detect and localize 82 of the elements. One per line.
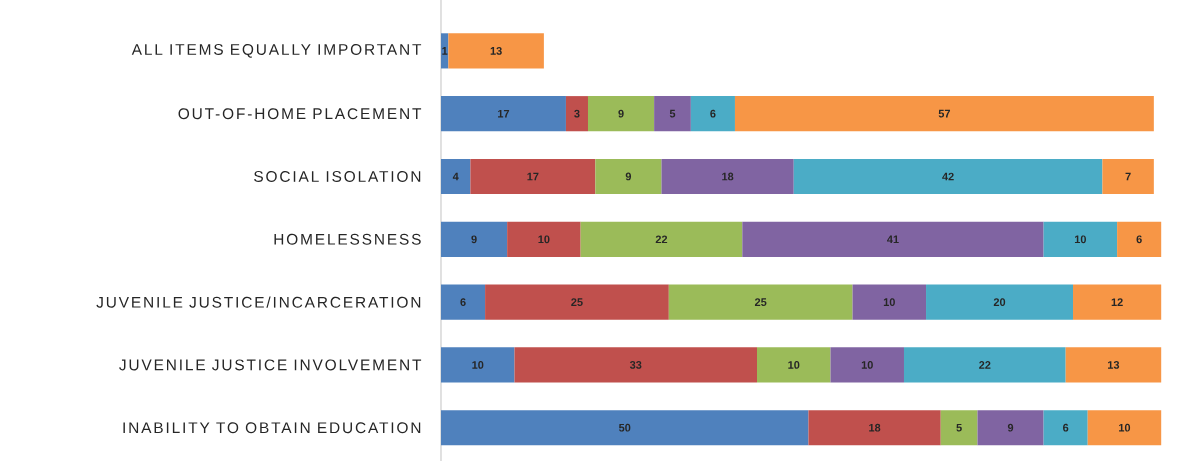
data-label: 13 — [490, 47, 502, 55]
bar — [514, 347, 757, 383]
data-label: 3 — [574, 109, 580, 118]
data-label: 57 — [938, 109, 951, 118]
bar — [690, 96, 735, 132]
data-label: 10 — [861, 361, 873, 369]
bar — [1117, 221, 1162, 257]
data-label: 25 — [754, 298, 767, 306]
data-label: 9 — [625, 172, 632, 181]
data-label: 6 — [1136, 235, 1142, 244]
bar — [441, 158, 471, 195]
y-tick-label: INABILITY TO OBTAIN EDUCATION — [123, 422, 421, 434]
bar — [808, 410, 941, 446]
y-tick-label: OUT-OF-HOME PLACEMENT — [178, 108, 422, 120]
bar — [1043, 221, 1118, 257]
data-label: 6 — [1063, 423, 1069, 432]
data-label: 1 — [442, 47, 448, 55]
bar — [507, 221, 581, 257]
data-label: 12 — [1111, 298, 1123, 306]
bar — [977, 410, 1044, 446]
bar — [441, 347, 515, 383]
y-tick-label: ALL ITEMS EQUALLY IMPORTANT — [131, 44, 422, 58]
data-label: 41 — [887, 235, 899, 244]
data-label: 9 — [1007, 423, 1014, 432]
bar — [668, 284, 853, 320]
data-label: 22 — [655, 235, 668, 244]
bar — [1087, 410, 1162, 446]
bar — [580, 221, 743, 257]
data-label: 13 — [1108, 361, 1120, 369]
bar — [734, 96, 1154, 132]
bar — [903, 347, 1066, 383]
data-label: 10 — [538, 235, 550, 244]
y-tick-label: HOMELESSNESS — [274, 233, 421, 245]
data-label: 10 — [883, 298, 895, 306]
bar — [595, 158, 662, 195]
bar — [1073, 284, 1162, 320]
bar — [565, 96, 588, 132]
bar — [654, 96, 691, 132]
bar — [441, 221, 508, 257]
data-label: 20 — [993, 298, 1006, 306]
bar — [742, 221, 1044, 257]
bar — [470, 158, 596, 195]
bar — [757, 347, 831, 383]
data-label: 17 — [527, 172, 539, 181]
data-label: 6 — [710, 109, 716, 118]
bar — [1043, 410, 1088, 446]
data-label: 10 — [472, 361, 484, 369]
bar — [485, 284, 669, 320]
bar — [441, 410, 809, 446]
data-label: 18 — [869, 423, 881, 432]
bar — [448, 33, 544, 69]
bar — [926, 284, 1074, 320]
y-tick-label: JUVENILE JUSTICE INVOLVEMENT — [119, 359, 422, 371]
bar — [830, 347, 904, 383]
data-label: 9 — [471, 235, 477, 244]
bar — [940, 410, 978, 446]
data-label: 50 — [618, 423, 631, 432]
bar — [852, 284, 927, 320]
data-label: 33 — [629, 361, 642, 369]
data-label: 6 — [460, 298, 466, 306]
data-label: 25 — [571, 298, 583, 306]
bar — [1065, 347, 1162, 383]
data-label: 5 — [669, 109, 676, 118]
y-tick-label: SOCIAL ISOLATION — [254, 171, 421, 182]
data-label: 9 — [618, 109, 624, 118]
y-tick-label: JUVENILE JUSTICE/INCARCERATION — [96, 296, 421, 308]
data-label: 10 — [1074, 235, 1086, 244]
data-label: 7 — [1125, 172, 1131, 181]
bar — [587, 96, 655, 132]
data-label: 22 — [979, 361, 991, 369]
bar — [1102, 158, 1154, 195]
data-label: 10 — [1119, 423, 1131, 432]
data-label: 10 — [788, 361, 800, 369]
data-label: 18 — [722, 172, 734, 181]
data-label: 17 — [498, 109, 510, 118]
data-label: 4 — [452, 172, 459, 181]
data-label: 5 — [956, 423, 962, 432]
bar — [441, 96, 566, 132]
bar — [441, 284, 486, 320]
bar — [793, 158, 1103, 195]
data-label: 42 — [942, 172, 954, 181]
bar — [661, 158, 794, 195]
